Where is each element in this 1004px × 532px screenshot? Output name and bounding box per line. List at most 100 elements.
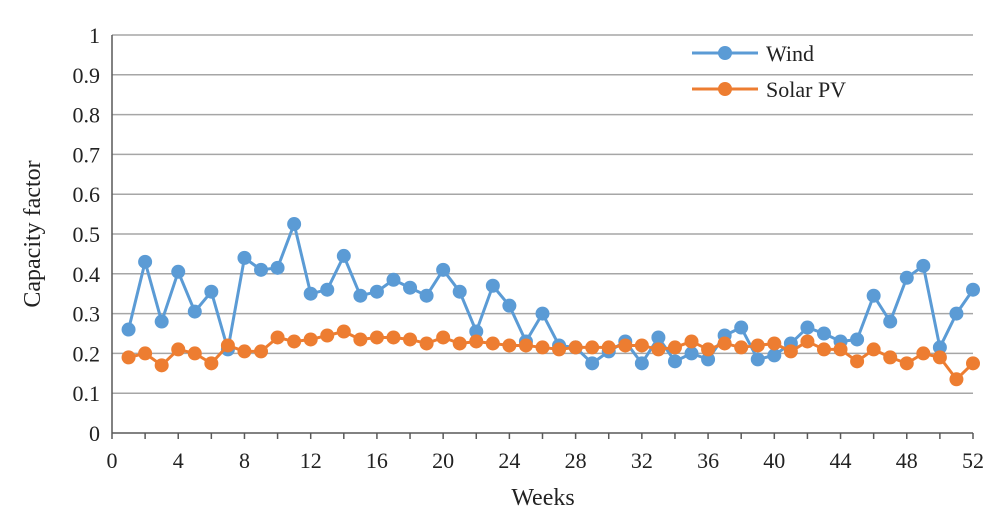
data-point [800,334,815,349]
axes [111,35,973,434]
y-tick-label: 0.5 [73,222,101,247]
data-point [932,350,947,365]
data-point [237,250,252,265]
legend-item: Solar PV [692,77,846,102]
data-point [651,342,666,357]
data-point [154,314,169,329]
series-solar-pv [121,324,980,387]
data-point [171,342,186,357]
data-point [254,344,269,359]
data-point [684,334,699,349]
data-point [717,336,732,351]
data-point [535,340,550,355]
data-point [154,358,169,373]
data-point [121,322,136,337]
legend: Wind Solar PV [692,41,846,102]
data-point [518,338,533,353]
data-point [386,330,401,345]
data-point [369,330,384,345]
data-point [204,356,219,371]
data-point [618,338,633,353]
y-tick-label: 0.7 [73,142,101,167]
data-point [634,356,649,371]
data-point [601,340,616,355]
data-point [436,262,451,277]
data-point [287,217,302,232]
data-point [750,338,765,353]
data-point [899,270,914,285]
data-point [866,288,881,303]
data-point [585,340,600,355]
data-point [469,324,484,339]
data-point [485,278,500,293]
y-axis-title: Capacity factor [20,160,46,307]
data-point [138,254,153,269]
data-point [767,348,782,363]
data-point [816,326,831,341]
x-tick-label: 24 [498,448,520,473]
y-tick-label: 0.3 [73,302,101,327]
data-point [634,338,649,353]
data-point [369,284,384,299]
data-point [899,356,914,371]
data-point [353,332,368,347]
data-point [883,350,898,365]
x-tick-label: 36 [697,448,719,473]
data-point [701,342,716,357]
data-point [800,320,815,335]
data-point [734,320,749,335]
data-point [552,342,567,357]
x-tick-label: 32 [631,448,653,473]
data-point [353,288,368,303]
legend-label: Wind [766,41,814,66]
data-point [403,332,418,347]
legend-label: Solar PV [766,77,846,102]
data-point [171,264,186,279]
data-point [816,342,831,357]
data-point [949,372,964,387]
data-point [883,314,898,329]
data-point [452,284,467,299]
data-point [750,352,765,367]
data-point [966,282,980,297]
y-axis-ticks: 0 0.1 0.2 0.3 0.4 0.5 0.6 0.7 0.8 0.9 1 [73,23,101,446]
data-point [651,330,666,345]
data-point [966,356,980,371]
x-tick-label: 28 [565,448,587,473]
data-point [667,340,682,355]
data-point [121,350,136,365]
series-line [127,222,975,365]
x-axis-ticks: 0 4 8 12 16 20 24 28 32 36 40 44 48 52 [107,433,984,473]
data-point [734,340,749,355]
legend-marker [718,82,732,96]
data-point [568,340,583,355]
data-point [701,352,716,367]
data-point [138,346,153,361]
data-point [254,262,269,277]
data-point [336,324,351,339]
data-point [502,338,517,353]
data-point [270,260,285,275]
data-point [270,330,285,345]
data-point [403,280,418,295]
data-point [585,356,600,371]
data-point [436,330,451,345]
y-tick-label: 1 [89,23,100,48]
data-point [386,272,401,287]
x-tick-label: 12 [300,448,322,473]
x-tick-label: 0 [107,448,118,473]
x-tick-label: 52 [962,448,984,473]
data-point [949,306,964,321]
data-point [220,338,235,353]
x-tick-label: 16 [366,448,388,473]
data-point [204,284,219,299]
data-point [303,332,318,347]
data-point [916,346,931,361]
data-point [850,354,865,369]
data-point [783,344,798,359]
data-point [336,248,351,263]
legend-marker [718,46,732,60]
data-point [287,334,302,349]
x-tick-label: 4 [173,448,184,473]
